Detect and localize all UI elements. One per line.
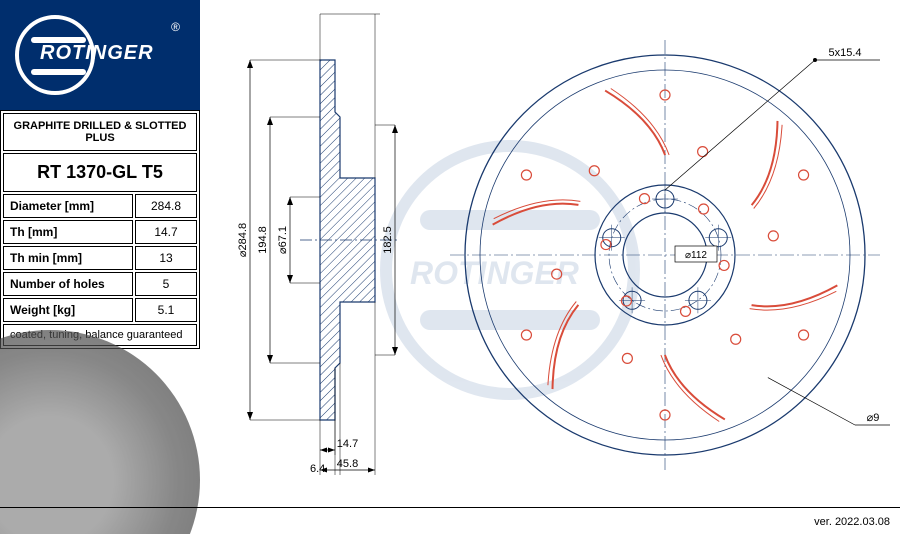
spec-label: Th [mm]: [3, 220, 133, 244]
svg-text:⌀112: ⌀112: [685, 250, 707, 261]
product-header: GRAPHITE DRILLED & SLOTTED PLUS: [3, 113, 197, 151]
spec-label: Number of holes: [3, 272, 133, 296]
svg-text:182.5: 182.5: [382, 226, 394, 254]
svg-text:⌀9: ⌀9: [867, 412, 880, 424]
svg-text:⌀67.1: ⌀67.1: [277, 226, 289, 254]
spec-label: Diameter [mm]: [3, 194, 133, 218]
brand-name: ROTINGER: [40, 42, 154, 65]
spec-value: 13: [135, 246, 197, 270]
product-photo: [0, 310, 200, 534]
svg-text:⌀284.8: ⌀284.8: [237, 223, 249, 257]
part-number: RT 1370-GL T5: [3, 153, 197, 192]
svg-text:194.8: 194.8: [257, 226, 269, 254]
version-label: ver. 2022.03.08: [814, 516, 890, 528]
spec-value: 14.7: [135, 220, 197, 244]
svg-text:5x15.4: 5x15.4: [828, 47, 861, 59]
spec-value: 5: [135, 272, 197, 296]
technical-drawing: ⌀284.8194.8⌀67.1182.514.745.86.4 5x15.4⌀…: [200, 0, 900, 534]
svg-text:6.4: 6.4: [310, 463, 325, 475]
spec-value: 284.8: [135, 194, 197, 218]
brand-logo: ROTINGER ®: [0, 0, 200, 110]
spec-label: Th min [mm]: [3, 246, 133, 270]
